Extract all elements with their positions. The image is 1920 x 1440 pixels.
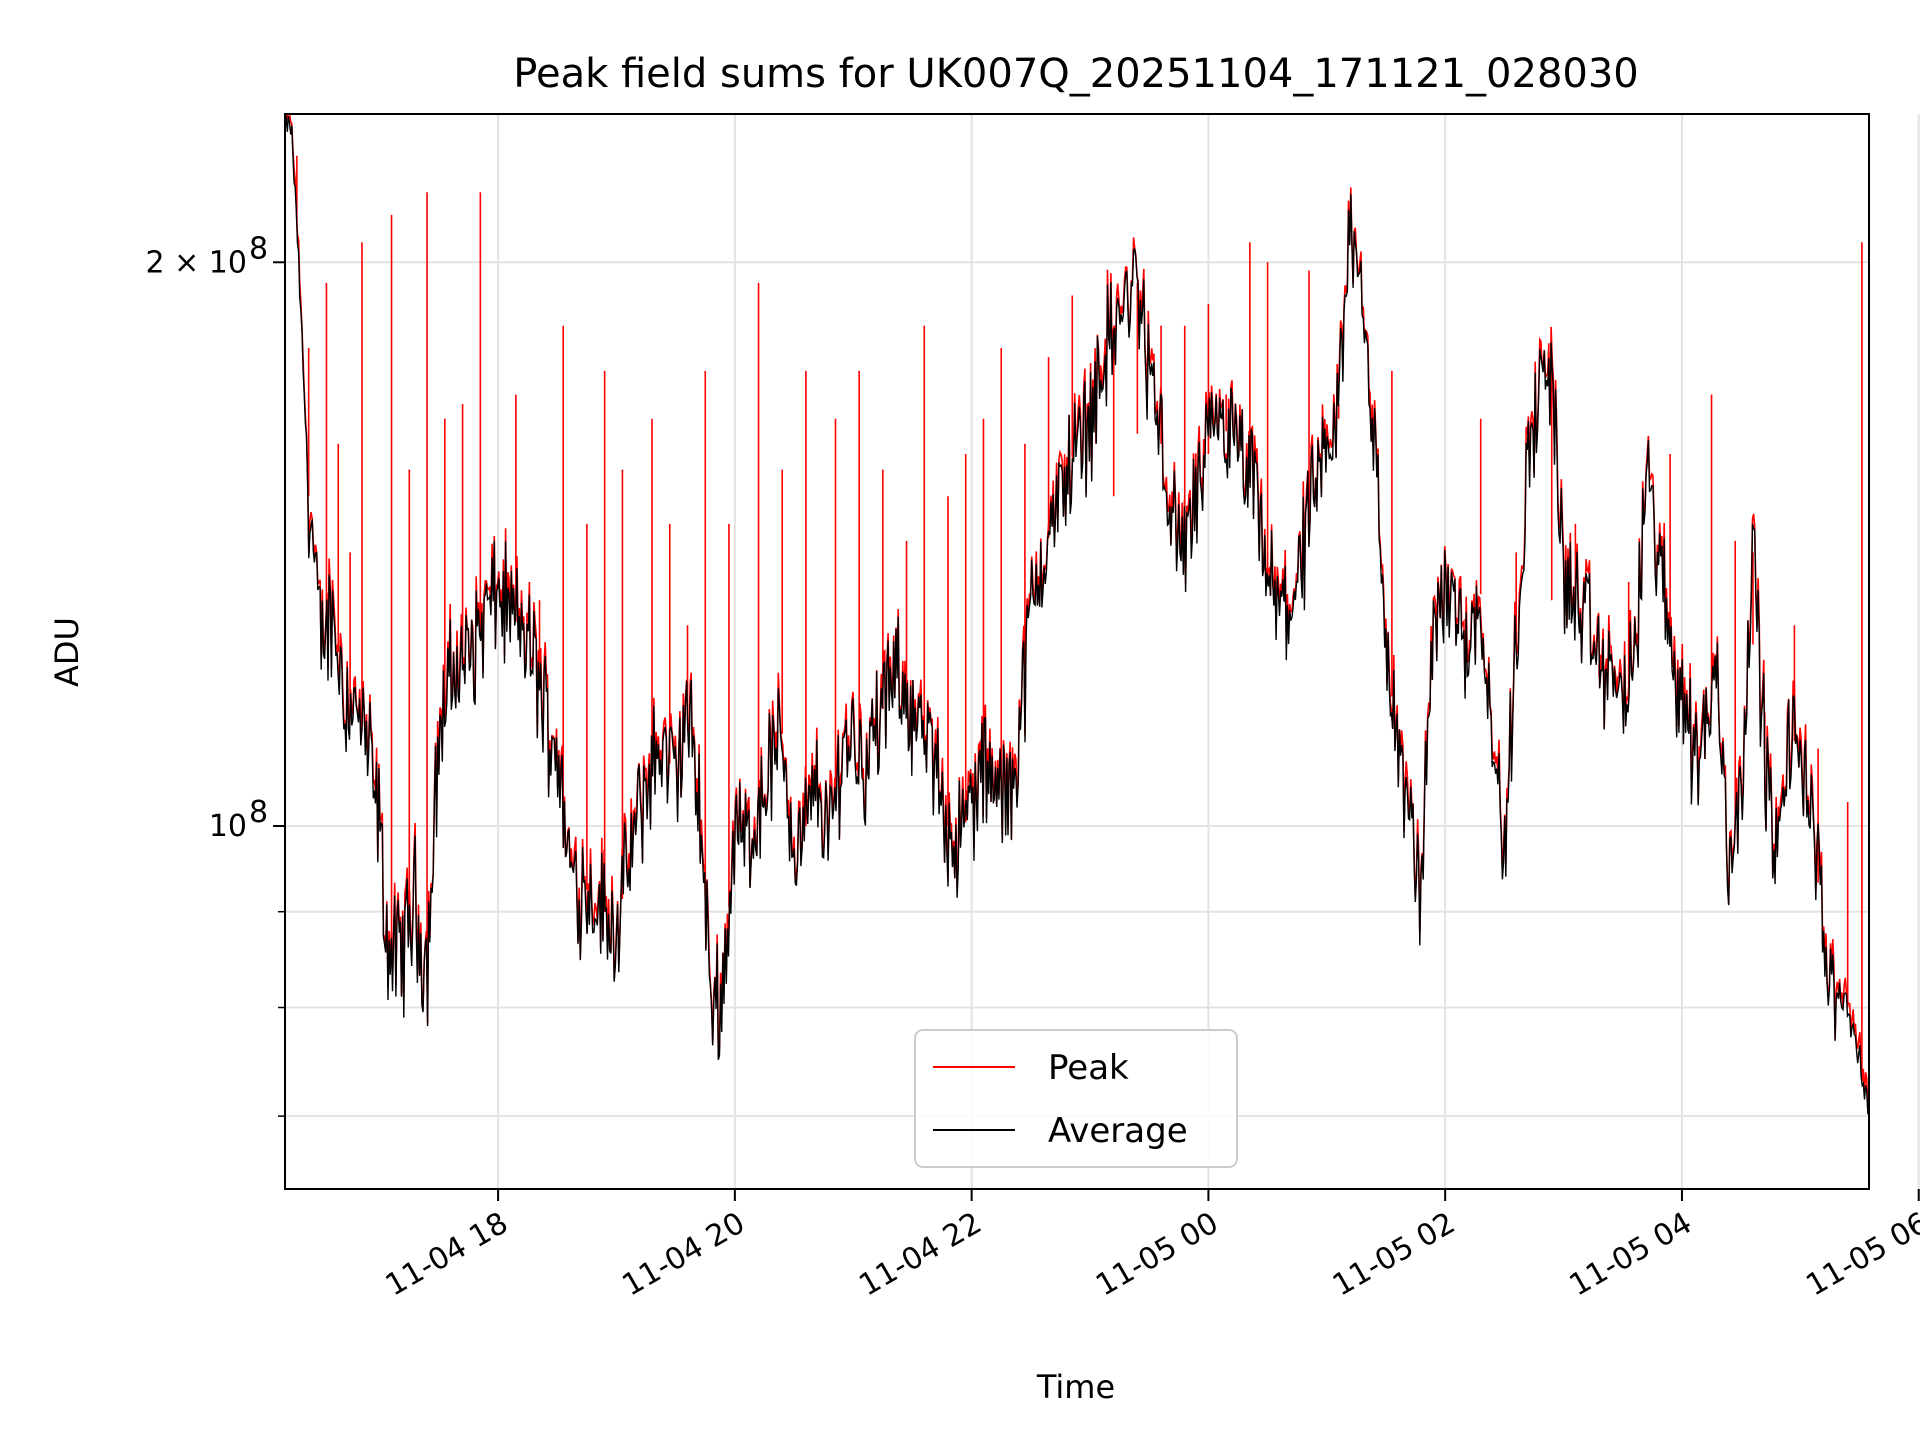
y-axis: 10 82 × 10 8 [146, 231, 285, 1117]
y-axis-title: ADU [48, 617, 86, 687]
peak-series [285, 114, 1869, 1112]
legend: Peak Average [914, 1029, 1238, 1168]
y-tick-exponent: 8 [249, 231, 268, 266]
average-series [285, 115, 1869, 1115]
average-line [285, 115, 1869, 1115]
legend-peak-label: Peak [1048, 1048, 1129, 1088]
legend-box [914, 1029, 1238, 1168]
y-tick-exponent: 8 [249, 795, 268, 830]
x-axis-title: Time [1036, 1368, 1115, 1406]
chart-title: Peak field sums for UK007Q_20251104_1711… [513, 51, 1638, 97]
y-tick-label: 2 × 10 [146, 245, 247, 280]
plot-frame [284, 113, 1870, 1190]
y-tick-label: 10 [209, 809, 247, 844]
series-layer [285, 114, 1869, 1115]
legend-average-label: Average [1048, 1111, 1188, 1151]
